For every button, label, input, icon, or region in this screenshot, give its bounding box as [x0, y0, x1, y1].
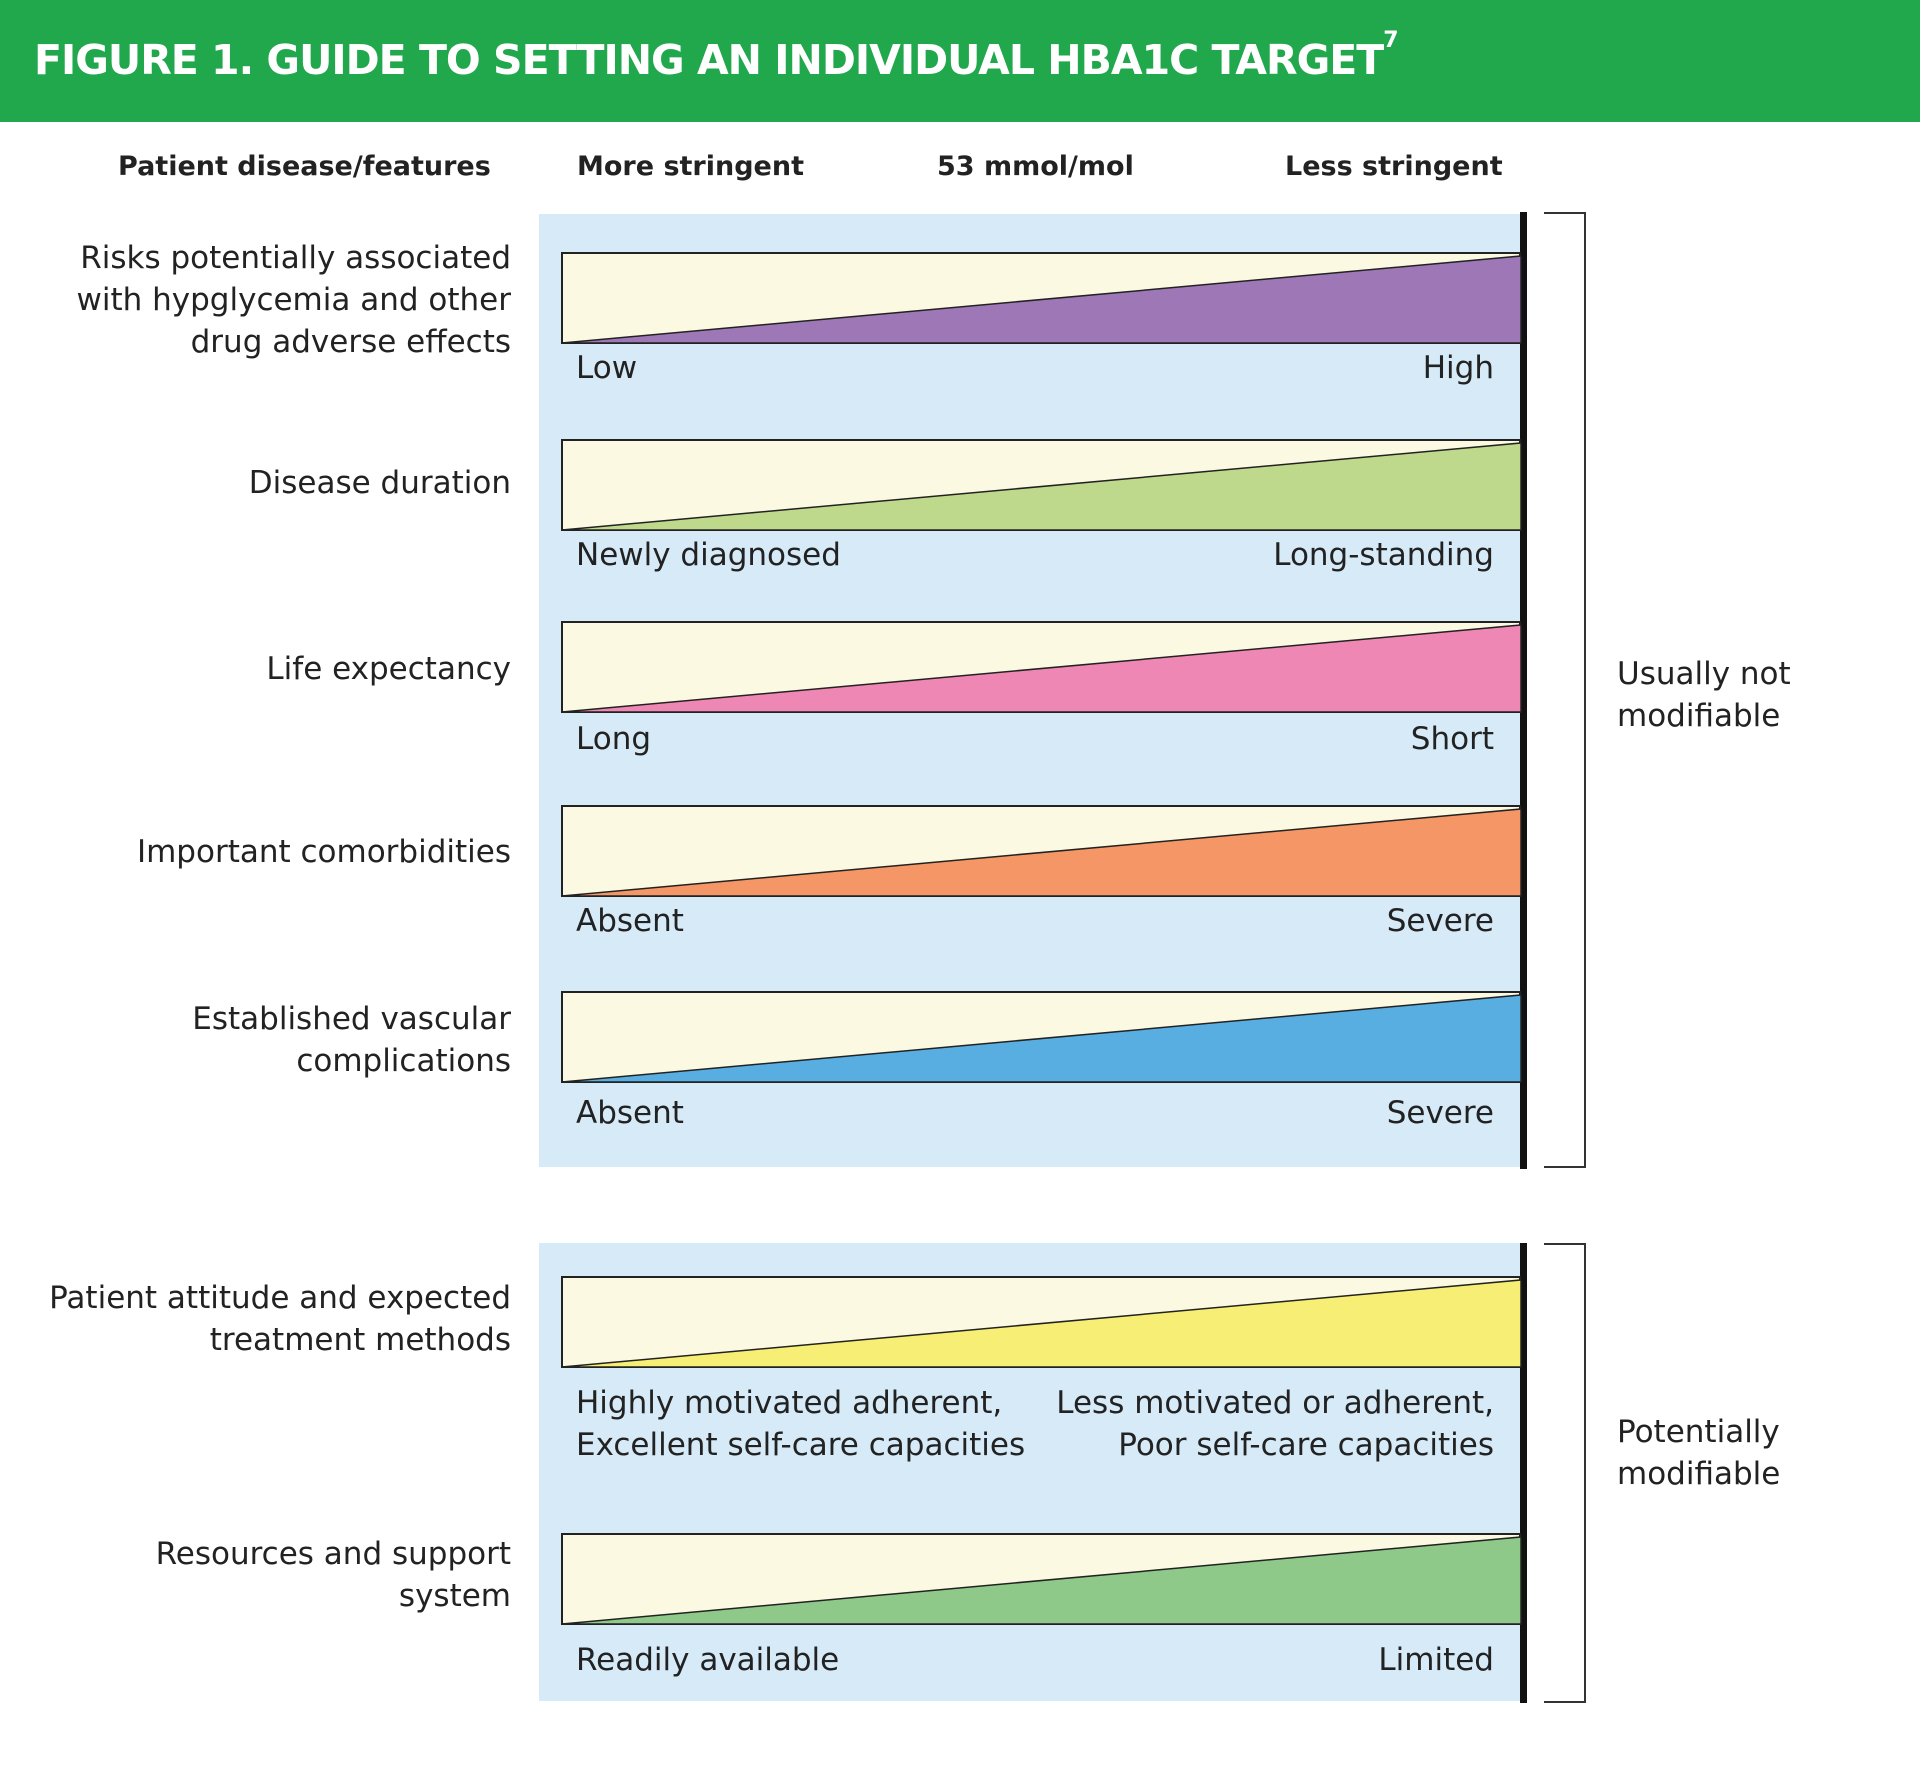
group-label-modifiable: Potentially modifiable [1617, 1414, 1781, 1492]
end-label-low: Low [576, 350, 638, 386]
end-label-high: High [1422, 350, 1494, 386]
gradient-bar-patient-attitude [561, 1276, 1522, 1368]
column-header-more-stringent: More stringent [577, 151, 804, 182]
end-label-less-motivated: Less motivated or adherent, Poor self-ca… [1056, 1385, 1494, 1463]
end-label-limited: Limited [1378, 1642, 1494, 1678]
gradient-bar-life-expectancy [561, 621, 1522, 713]
axis-line-top [1520, 212, 1527, 1169]
gradient-bar-hypoglycemia-risk [561, 252, 1522, 344]
row-label-disease-duration: Disease duration [248, 465, 511, 501]
axis-line-bottom [1520, 1243, 1527, 1703]
row-label-patient-attitude: Patient attitude and expected treatment … [49, 1280, 511, 1358]
row-label-hypoglycemia-risk: Risks potentially associated with hypgly… [76, 240, 511, 360]
severity-wedge [561, 442, 1522, 531]
severity-wedge [561, 1536, 1522, 1625]
severity-wedge [561, 808, 1522, 897]
severity-wedge [561, 624, 1522, 713]
column-header-target: 53 mmol/mol [937, 151, 1134, 182]
severity-wedge [561, 1279, 1522, 1368]
end-label-long-standing: Long-standing [1273, 537, 1494, 573]
end-label-absent: Absent [576, 903, 684, 939]
end-label-newly-diagnosed: Newly diagnosed [576, 537, 841, 573]
end-label-readily-available: Readily available [576, 1642, 840, 1678]
end-label-severe: Severe [1386, 1095, 1494, 1131]
title-reference: 7 [1383, 28, 1398, 53]
end-label-severe: Severe [1386, 903, 1494, 939]
end-label-long: Long [576, 721, 652, 757]
row-label-vascular-complications: Established vascular complications [192, 1001, 511, 1079]
group-label-not-modifiable: Usually not modifiable [1617, 656, 1791, 734]
end-label-absent: Absent [576, 1095, 684, 1131]
end-label-short: Short [1410, 721, 1494, 757]
column-header-less-stringent: Less stringent [1285, 151, 1503, 182]
bracket-modifiable [1544, 1243, 1586, 1703]
column-header-features: Patient disease/features [118, 151, 491, 182]
row-label-comorbidities: Important comorbidities [136, 834, 511, 870]
gradient-bar-comorbidities [561, 805, 1522, 897]
end-label-highly-motivated: Highly motivated adherent, Excellent sel… [576, 1385, 1026, 1463]
gradient-bar-disease-duration [561, 439, 1522, 531]
figure-title: FIGURE 1. GUIDE TO SETTING AN INDIVIDUAL… [34, 28, 1399, 84]
gradient-bar-vascular-complications [561, 991, 1522, 1083]
row-label-life-expectancy: Life expectancy [266, 651, 511, 687]
row-label-resources-support: Resources and support system [155, 1536, 511, 1614]
bracket-not-modifiable [1544, 212, 1586, 1168]
figure-header: FIGURE 1. GUIDE TO SETTING AN INDIVIDUAL… [0, 0, 1920, 122]
gradient-bar-resources-support [561, 1533, 1522, 1625]
severity-wedge [561, 994, 1522, 1083]
severity-wedge [561, 255, 1522, 344]
